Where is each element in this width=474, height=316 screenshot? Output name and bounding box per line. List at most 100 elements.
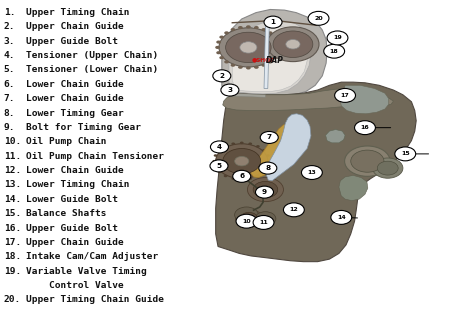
Circle shape (231, 177, 235, 180)
Circle shape (213, 70, 231, 82)
Circle shape (216, 40, 221, 44)
Circle shape (395, 147, 416, 161)
Circle shape (267, 160, 271, 162)
Circle shape (262, 149, 266, 152)
Text: 5: 5 (217, 163, 221, 169)
Text: 17.: 17. (4, 238, 21, 247)
Text: Lower Timing Chain: Lower Timing Chain (26, 180, 129, 189)
Polygon shape (264, 25, 269, 88)
Text: 17: 17 (341, 93, 349, 98)
Text: Control Valve: Control Valve (26, 281, 124, 290)
Circle shape (301, 166, 322, 179)
Circle shape (236, 209, 262, 227)
Circle shape (253, 181, 278, 198)
Circle shape (273, 56, 277, 59)
Text: 4.: 4. (4, 51, 15, 60)
Text: 16.: 16. (4, 224, 21, 233)
Circle shape (240, 142, 244, 144)
Circle shape (236, 214, 257, 228)
Circle shape (254, 26, 259, 29)
Text: 15.: 15. (4, 209, 21, 218)
Text: 4: 4 (217, 144, 222, 150)
Circle shape (246, 66, 251, 70)
Circle shape (308, 11, 329, 25)
Circle shape (240, 178, 244, 181)
Text: DAP: DAP (265, 56, 283, 64)
Circle shape (219, 28, 278, 67)
Circle shape (215, 46, 220, 49)
Text: 19: 19 (333, 35, 342, 40)
Circle shape (377, 161, 398, 175)
Circle shape (267, 27, 319, 62)
Text: 10.: 10. (4, 137, 21, 146)
Text: Lower Guide Bolt: Lower Guide Bolt (26, 195, 118, 204)
Circle shape (264, 16, 282, 28)
Text: Upper Guide Bolt: Upper Guide Bolt (26, 224, 118, 233)
Text: 7: 7 (267, 135, 272, 140)
Circle shape (231, 143, 235, 145)
Circle shape (212, 160, 216, 162)
Circle shape (246, 25, 251, 28)
Circle shape (230, 64, 235, 67)
Circle shape (373, 158, 403, 178)
Circle shape (286, 40, 300, 49)
Circle shape (255, 186, 273, 198)
Circle shape (261, 186, 270, 193)
Circle shape (214, 166, 218, 168)
Text: 8.: 8. (4, 109, 15, 118)
Circle shape (283, 203, 304, 217)
Text: Oil Pump Chain Tensioner: Oil Pump Chain Tensioner (26, 152, 164, 161)
Text: 12.: 12. (4, 166, 21, 175)
Circle shape (255, 212, 276, 226)
Text: ●SHOP: ●SHOP (251, 58, 274, 63)
Polygon shape (340, 85, 389, 114)
Text: 20: 20 (314, 16, 323, 21)
Circle shape (216, 51, 221, 54)
Circle shape (262, 64, 266, 67)
Circle shape (210, 160, 228, 172)
Circle shape (268, 31, 273, 34)
Circle shape (216, 144, 268, 179)
Circle shape (218, 149, 221, 152)
Text: 2.: 2. (4, 22, 15, 31)
Circle shape (214, 154, 218, 157)
Text: Lower Chain Guide: Lower Chain Guide (26, 166, 124, 175)
Text: 12: 12 (290, 207, 298, 212)
Circle shape (327, 31, 348, 45)
Circle shape (240, 42, 257, 53)
Polygon shape (339, 175, 368, 201)
Polygon shape (232, 27, 307, 92)
Text: 7.: 7. (4, 94, 15, 103)
Text: Variable Valve Timing: Variable Valve Timing (26, 267, 147, 276)
Text: Upper Guide Bolt: Upper Guide Bolt (26, 37, 118, 46)
Circle shape (226, 32, 271, 63)
Polygon shape (223, 89, 393, 111)
Text: 8: 8 (265, 165, 270, 171)
Text: Lower Chain Guide: Lower Chain Guide (26, 94, 124, 103)
Circle shape (277, 46, 282, 49)
Circle shape (223, 149, 261, 174)
Circle shape (231, 28, 236, 31)
Text: 18: 18 (330, 49, 338, 54)
Text: Tensioner (Lower Chain): Tensioner (Lower Chain) (26, 65, 158, 74)
Text: 13.: 13. (4, 180, 21, 189)
Circle shape (262, 28, 266, 31)
Circle shape (276, 40, 281, 44)
Text: Lower Chain Guide: Lower Chain Guide (26, 80, 124, 89)
Circle shape (247, 178, 283, 202)
Text: Upper Chain Guide: Upper Chain Guide (26, 238, 124, 247)
Text: 13: 13 (308, 170, 316, 175)
Circle shape (238, 26, 243, 29)
Text: 1: 1 (271, 19, 275, 25)
Text: 9.: 9. (4, 123, 15, 132)
Text: 3: 3 (228, 87, 232, 93)
Circle shape (266, 166, 270, 168)
Text: Upper Timing Chain: Upper Timing Chain (26, 8, 129, 17)
Circle shape (224, 175, 228, 177)
Circle shape (219, 56, 224, 59)
Circle shape (324, 44, 345, 58)
Circle shape (219, 36, 224, 39)
Circle shape (235, 156, 249, 166)
Circle shape (254, 66, 259, 69)
Circle shape (335, 88, 356, 102)
